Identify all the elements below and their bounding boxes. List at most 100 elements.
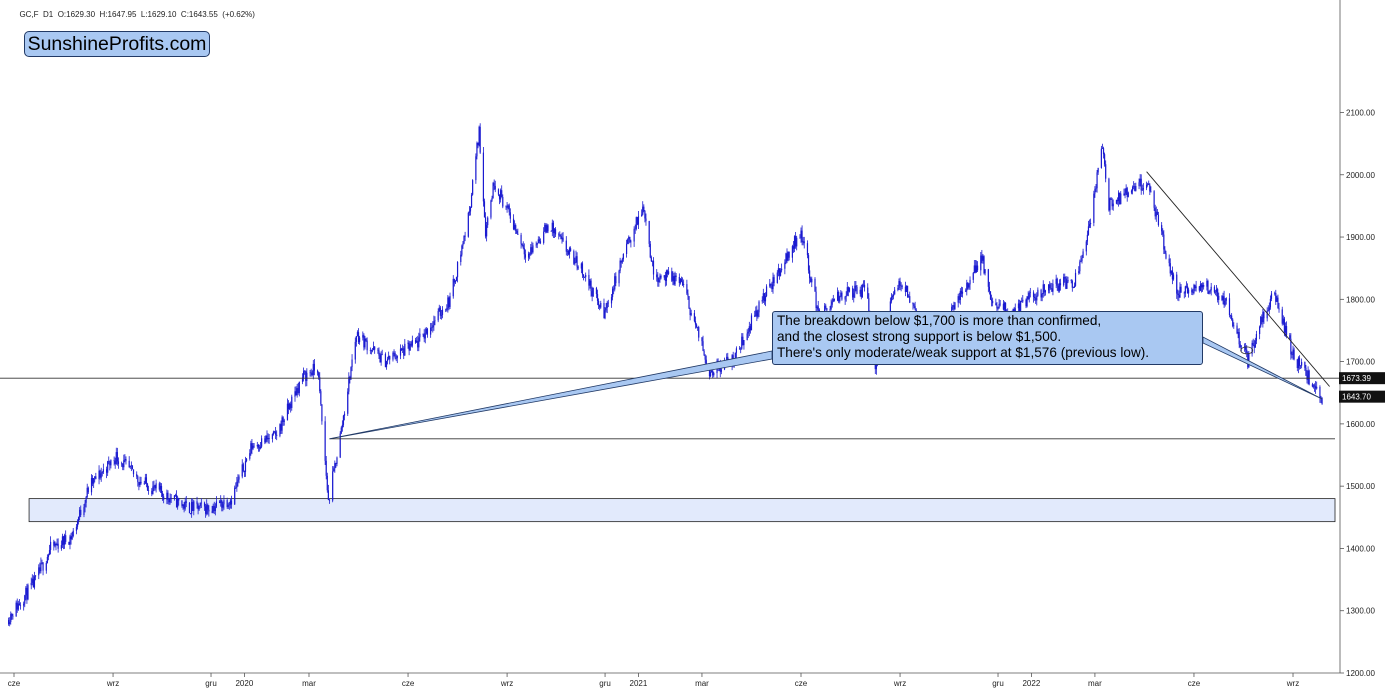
- candle-bar: [196, 496, 198, 509]
- candle-body: [704, 355, 706, 360]
- candle-bar: [137, 475, 139, 487]
- candle-body: [792, 246, 795, 249]
- candle-body: [455, 277, 458, 281]
- candle-body: [283, 420, 285, 422]
- candle-body: [93, 478, 95, 484]
- candle-bar: [208, 505, 210, 517]
- candle-body: [1191, 289, 1193, 293]
- candle-bar: [1301, 358, 1303, 369]
- candle-body: [268, 438, 270, 440]
- candle-bar: [562, 232, 564, 243]
- candle-bar: [679, 277, 682, 285]
- candle-bar: [1292, 345, 1294, 360]
- candle-bar: [1161, 222, 1163, 236]
- candle-bar: [1086, 230, 1088, 246]
- candle-body: [144, 477, 146, 484]
- candle-body: [816, 306, 818, 309]
- candle-body: [1268, 307, 1270, 311]
- candle-body: [236, 481, 238, 488]
- candle-body: [40, 563, 42, 572]
- candle-body: [70, 536, 72, 540]
- candle-bar: [988, 281, 991, 295]
- candle-bar: [311, 370, 313, 377]
- candle-body: [306, 372, 308, 381]
- candle-bar: [1081, 254, 1083, 264]
- candle-bar: [740, 347, 742, 354]
- candle-bar: [1305, 364, 1307, 376]
- candle-bar: [650, 255, 652, 262]
- candle-body: [1133, 186, 1135, 188]
- candle-bar: [757, 309, 759, 319]
- level-price-tag: 1673.39: [1342, 374, 1371, 383]
- candle-body: [615, 276, 617, 284]
- candle-body: [1049, 284, 1051, 289]
- candle-body: [1236, 325, 1238, 334]
- y-tick-label: 1600.00: [1346, 420, 1375, 429]
- candle-body: [980, 255, 982, 271]
- candle-body: [71, 536, 73, 540]
- candle-bar: [175, 490, 178, 508]
- candle-bar: [1134, 183, 1136, 192]
- candle-body: [334, 463, 336, 469]
- candle-body: [1155, 211, 1157, 217]
- candle-bar: [212, 503, 214, 514]
- candle-body: [1263, 312, 1265, 319]
- candle-body: [995, 303, 997, 306]
- candle-body: [776, 272, 778, 284]
- candle-bar: [620, 260, 622, 268]
- candle-bar: [333, 466, 335, 472]
- candle-body: [1161, 225, 1163, 232]
- candle-bar: [531, 241, 533, 255]
- y-tick-label: 1900.00: [1346, 233, 1375, 242]
- candle-bar: [85, 496, 87, 508]
- candle-body: [281, 417, 283, 431]
- candle-body: [1320, 397, 1322, 399]
- candle-body: [539, 241, 542, 243]
- candle-bar: [1185, 281, 1188, 289]
- candle-bar: [997, 306, 999, 311]
- candle-body: [757, 312, 759, 317]
- candle-bar: [128, 456, 130, 468]
- candle-bar: [1096, 169, 1098, 193]
- candle-body: [1036, 295, 1038, 301]
- candle-bar: [396, 355, 398, 364]
- candle-bar: [388, 351, 390, 360]
- candle-body: [426, 329, 429, 335]
- candle-bar: [1051, 283, 1053, 292]
- candle-body: [1269, 298, 1272, 308]
- candle-body: [403, 348, 405, 356]
- candle-bar: [1029, 287, 1031, 298]
- candle-bar: [242, 462, 244, 473]
- candle-body: [1050, 288, 1052, 289]
- candle-body: [740, 348, 742, 350]
- candle-body: [1313, 385, 1316, 387]
- candle-bar: [220, 495, 222, 507]
- candle-body: [1195, 286, 1197, 289]
- candle-bar: [1058, 279, 1060, 293]
- candle-body: [1231, 315, 1233, 320]
- candle-bar: [686, 279, 688, 296]
- candle-bar: [966, 279, 968, 296]
- candle-bar: [192, 498, 194, 511]
- candle-body: [1004, 302, 1007, 312]
- candle-body: [500, 190, 502, 200]
- candle-body: [867, 287, 869, 299]
- candle-bar: [298, 381, 300, 397]
- candle-bar: [975, 260, 978, 273]
- last-price-tag: 1643.70: [1342, 393, 1371, 402]
- candle-body: [175, 495, 178, 508]
- candle-body: [620, 260, 622, 263]
- candle-body: [1070, 279, 1072, 282]
- candle-bar: [574, 257, 576, 266]
- candle-body: [230, 500, 233, 505]
- candle-body: [643, 206, 645, 211]
- candle-bar: [607, 299, 609, 308]
- candle-body: [758, 301, 760, 313]
- candle-bar: [53, 539, 55, 551]
- candle-bar: [155, 479, 157, 493]
- candle-bar: [392, 351, 394, 362]
- y-tick-label: 2100.00: [1346, 108, 1375, 117]
- candle-bar: [1026, 296, 1028, 308]
- candle-body: [815, 291, 817, 309]
- candle-bar: [266, 430, 268, 442]
